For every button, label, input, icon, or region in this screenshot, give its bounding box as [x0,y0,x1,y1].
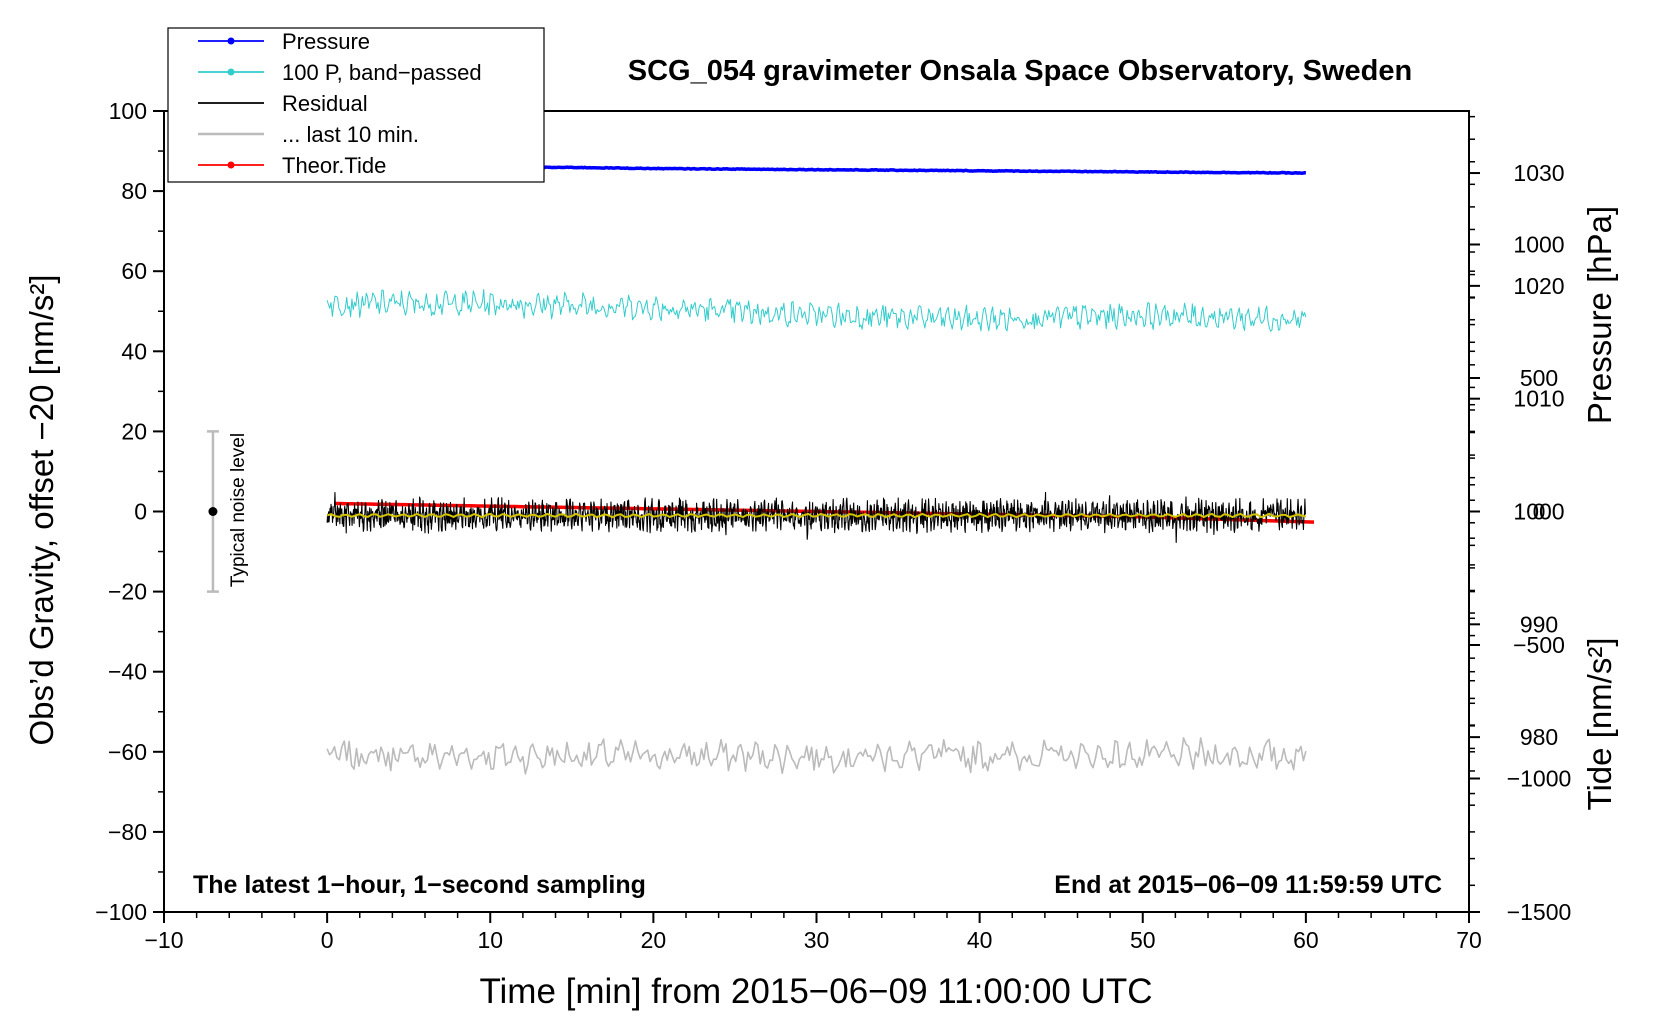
chart-title: SCG_054 gravimeter Onsala Space Observat… [628,55,1412,87]
tide-tick-label: 0 [1533,499,1546,525]
noise-bar-center-dot [208,507,218,516]
series-last-10-min-line [326,737,1307,775]
y-tick-label: 60 [121,258,147,284]
x-tick-label: 70 [1456,927,1482,953]
y-tick-label: 80 [121,178,147,204]
y-tick-label: 0 [134,499,147,525]
pressure-tick-label: 980 [1520,724,1558,750]
x-tick-label: 40 [967,927,993,953]
x-tick-label: −10 [144,927,183,953]
x-tick-label: 10 [477,927,503,953]
legend-label: Residual [282,91,368,116]
legend-label: 100 P, band−passed [282,60,482,85]
y-tick-label: −60 [108,739,147,765]
legend-label: ... last 10 min. [282,122,419,147]
annotation-right: End at 2015−06−09 11:59:59 UTC [1054,871,1442,899]
series-layer [326,165,1315,775]
pressure-tick-label: 1030 [1513,160,1564,186]
tide-tick-label: 1000 [1513,232,1564,258]
y-tick-label: −20 [108,579,147,605]
x-tick-label: 20 [641,927,667,953]
series-band-passed-line [326,289,1307,332]
x-axis-label: Time [min] from 2015−06−09 11:00:00 UTC [479,972,1152,1011]
legend-label: Theor.Tide [282,153,386,178]
y-axis-label-pressure: Pressure [hPa] [1581,206,1618,424]
y-axis-label-left: Obs’d Gravity, offset −20 [nm/s²] [23,274,60,745]
y-axis-tide: −1500 −1000 −500 0 500 1000 [1469,232,1572,925]
legend-marker [227,37,235,45]
y-tick-label: 20 [121,418,147,444]
x-tick-label: 0 [321,927,334,953]
x-tick-label: 30 [804,927,830,953]
pressure-tick-label: 1000 [1513,499,1564,525]
x-tick-label: 60 [1293,927,1319,953]
y-tick-label: −80 [108,819,147,845]
legend-marker [227,161,235,169]
pressure-tick-label: 1010 [1513,386,1564,412]
y-axis-label-tide: Tide [nm/s²] [1581,638,1618,811]
y-axis-left: −100 −80 −60 −40 −20 0 20 40 60 80 100 [95,98,164,925]
y-tick-label: −40 [108,659,147,685]
y-tick-label: −100 [95,899,147,925]
y-tick-label: 100 [109,98,147,124]
noise-level-bar [206,430,219,593]
tide-tick-label: −500 [1513,632,1565,658]
tide-tick-label: −1000 [1507,766,1572,792]
noise-level-label: Typical noise level [228,433,249,587]
legend-label: Pressure [282,29,370,54]
y-tick-label: 40 [121,338,147,364]
legend-marker [227,68,235,76]
tide-tick-label: −1500 [1507,899,1572,925]
series-residual-line [326,491,1306,543]
pressure-tick-label: 990 [1520,611,1558,637]
annotation-left: The latest 1−hour, 1−second sampling [193,871,646,899]
tide-tick-label: 500 [1520,365,1558,391]
series-residual-smoothed-line [326,512,1307,519]
x-axis: −10 0 10 20 30 40 50 60 70 [144,912,1482,953]
legend: Pressure 100 P, band−passed Residual ... la… [167,27,545,183]
pressure-tick-label: 1020 [1513,273,1564,299]
legend-box [167,27,545,183]
x-tick-label: 50 [1130,927,1156,953]
